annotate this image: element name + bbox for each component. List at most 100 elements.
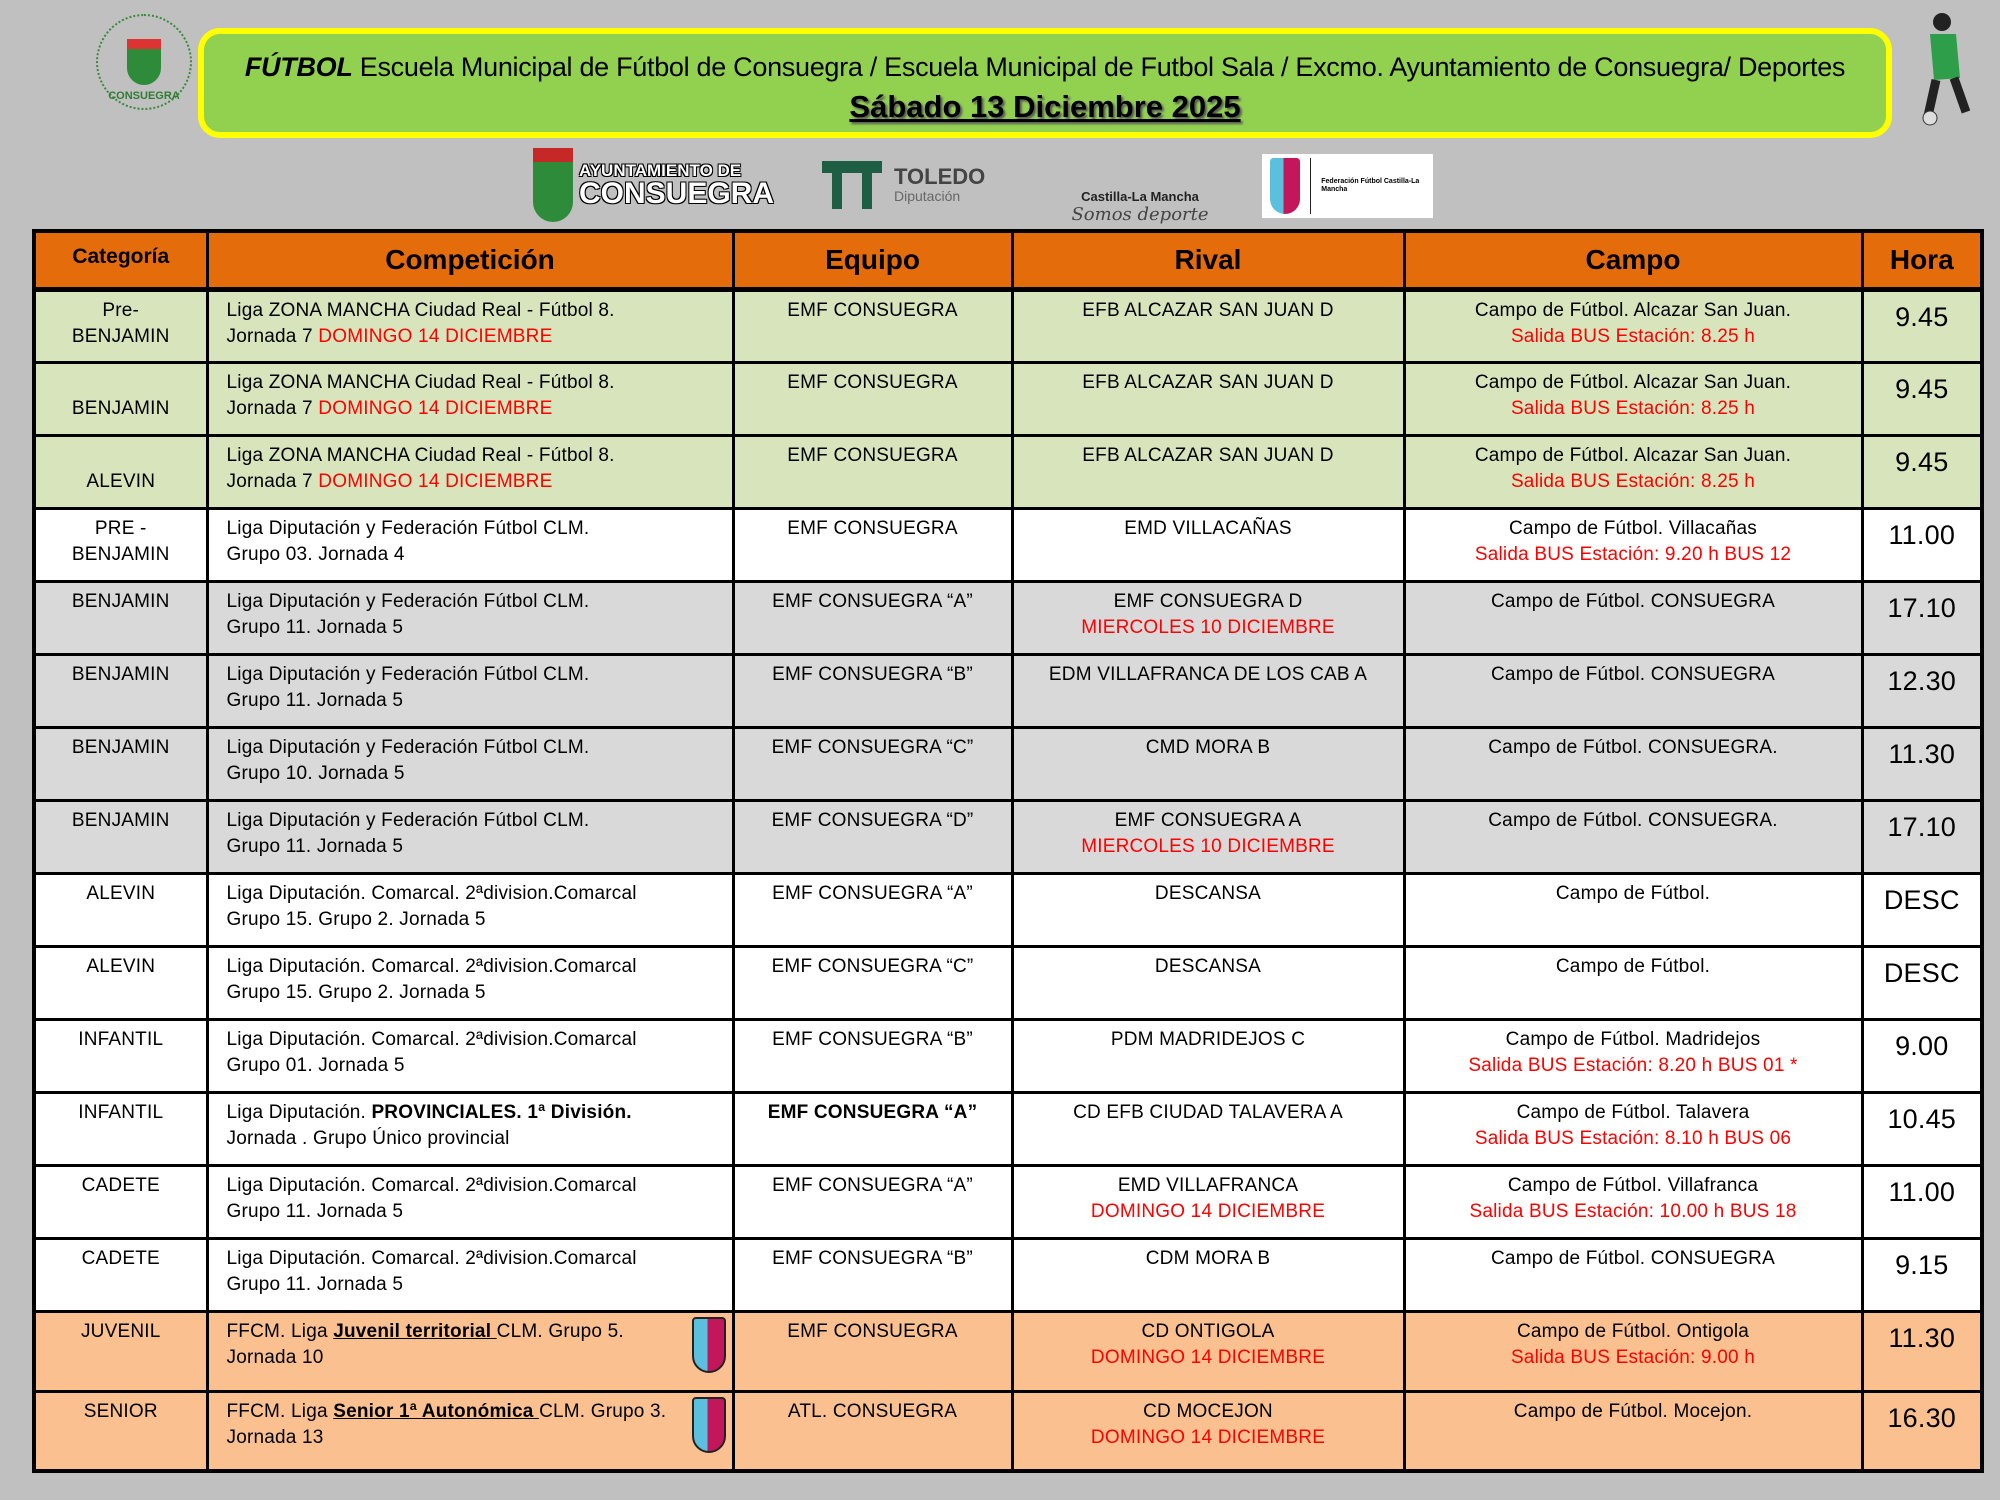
rival-line: CD MOCEJON bbox=[1014, 1399, 1403, 1425]
equipo-text: EMF CONSUEGRA bbox=[787, 517, 958, 539]
competicion-cell: Liga Diputación. PROVINCIALES. 1ª Divisi… bbox=[205, 1090, 735, 1167]
campo-line: Salida BUS Estación: 8.25 h bbox=[1406, 396, 1861, 422]
hora-cell: 11.30 bbox=[1860, 725, 1984, 802]
campo-line: Campo de Fútbol. Villacañas bbox=[1406, 516, 1861, 542]
campo-text: Campo de Fútbol. Talavera bbox=[1516, 1101, 1750, 1123]
competicion-line: Grupo 01. Jornada 5 bbox=[227, 1053, 732, 1079]
competicion-text: Liga Diputación y Federación Fútbol CLM. bbox=[226, 736, 590, 758]
equipo-cell: EMF CONSUEGRA “A” bbox=[731, 1163, 1014, 1240]
header-campo: Campo bbox=[1402, 229, 1864, 292]
campo-text: Campo de Fútbol. Alcazar San Juan. bbox=[1474, 299, 1792, 321]
competicion-line: Grupo 15. Grupo 2. Jornada 5 bbox=[227, 980, 732, 1006]
competicion-line: Jornada . Grupo Único provincial bbox=[227, 1126, 732, 1152]
competicion-text: FFCM. Liga bbox=[226, 1320, 334, 1342]
rival-cell: DESCANSA bbox=[1010, 871, 1406, 948]
competicion-text: CLM. Grupo 3. bbox=[539, 1400, 667, 1422]
competicion-text: DOMINGO 14 DICIEMBRE bbox=[318, 470, 553, 492]
equipo-text: EMF CONSUEGRA “A” bbox=[772, 882, 973, 904]
campo-text: Salida BUS Estación: 8.25 h bbox=[1510, 325, 1756, 347]
competicion-line: Liga Diputación y Federación Fútbol CLM. bbox=[227, 516, 732, 542]
categoria-cell: BENJAMIN bbox=[32, 652, 209, 729]
campo-text: Salida BUS Estación: 9.20 h BUS 12 bbox=[1474, 543, 1792, 565]
equipo-cell: EMF CONSUEGRA bbox=[731, 506, 1014, 583]
banner-title: FÚTBOL Escuela Municipal de Fútbol de Co… bbox=[204, 52, 1886, 83]
competicion-line: Jornada 7 DOMINGO 14 DICIEMBRE bbox=[227, 469, 732, 495]
categoria-line: BENJAMIN bbox=[71, 543, 170, 565]
clm-line1: Castilla-La Mancha bbox=[1081, 189, 1199, 204]
equipo-line: EMF CONSUEGRA bbox=[735, 370, 1011, 396]
competicion-text: Liga ZONA MANCHA Ciudad Real - Fútbol 8. bbox=[226, 371, 615, 393]
ayuntamiento-consuegra-logo: AYUNTAMIENTO DE CONSUEGRA bbox=[533, 145, 774, 225]
categoria-cell: ALEVIN bbox=[32, 433, 209, 510]
fed-text: Federación Fútbol Castilla-La Mancha bbox=[1321, 177, 1420, 193]
categoria-cell: Pre- BENJAMIN bbox=[32, 287, 209, 364]
rival-text: EFB ALCAZAR SAN JUAN D bbox=[1082, 371, 1334, 393]
rival-line: EMF CONSUEGRA D bbox=[1014, 589, 1403, 615]
rival-cell: CD MOCEJON DOMINGO 14 DICIEMBRE bbox=[1010, 1389, 1406, 1473]
rival-line: EFB ALCAZAR SAN JUAN D bbox=[1014, 298, 1403, 324]
title-rest: Escuela Municipal de Fútbol de Consuegra… bbox=[352, 52, 1846, 82]
title-banner: FÚTBOL Escuela Municipal de Fútbol de Co… bbox=[198, 28, 1892, 138]
rival-text: MIERCOLES 10 DICIEMBRE bbox=[1081, 616, 1335, 638]
competicion-cell: Liga Diputación. Comarcal. 2ªdivision.Co… bbox=[205, 1236, 735, 1313]
rival-cell: EMD VILLACAÑAS bbox=[1010, 506, 1406, 583]
campo-text: Campo de Fútbol. Villafranca bbox=[1507, 1174, 1759, 1196]
rival-line: DOMINGO 14 DICIEMBRE bbox=[1014, 1199, 1403, 1225]
equipo-text: EMF CONSUEGRA “A” bbox=[767, 1101, 978, 1123]
campo-line: Campo de Fútbol. Madridejos bbox=[1406, 1027, 1861, 1053]
competicion-line: Grupo 11. Jornada 5 bbox=[227, 1272, 732, 1298]
categoria-line: ALEVIN bbox=[86, 955, 156, 977]
rival-line: MIERCOLES 10 DICIEMBRE bbox=[1014, 615, 1403, 641]
banner-date: Sábado 13 Diciembre 2025 bbox=[849, 89, 1241, 124]
equipo-text: EMF CONSUEGRA bbox=[787, 1320, 958, 1342]
campo-line: Campo de Fútbol. Villafranca bbox=[1406, 1173, 1861, 1199]
categoria-line: ALEVIN bbox=[86, 882, 156, 904]
rival-line: MIERCOLES 10 DICIEMBRE bbox=[1014, 834, 1403, 860]
categoria-line: ALEVIN bbox=[86, 470, 156, 492]
competicion-cell: FFCM. Liga Juvenil territorial CLM. Grup… bbox=[205, 1309, 735, 1393]
campo-text: Campo de Fútbol. Alcazar San Juan. bbox=[1474, 444, 1792, 466]
escuela-municipal-crest-logo: CONSUEGRA bbox=[96, 14, 192, 110]
competicion-text: Grupo 11. Jornada 5 bbox=[226, 1273, 404, 1295]
competicion-text: Grupo 03. Jornada 4 bbox=[226, 543, 405, 565]
equipo-cell: EMF CONSUEGRA “A” bbox=[731, 579, 1014, 656]
campo-line: Campo de Fútbol. CONSUEGRA bbox=[1406, 662, 1861, 688]
rival-line: EMD VILLACAÑAS bbox=[1014, 516, 1403, 542]
campo-line: Campo de Fútbol. CONSUEGRA bbox=[1406, 1246, 1861, 1272]
competicion-text: Liga ZONA MANCHA Ciudad Real - Fútbol 8. bbox=[226, 299, 615, 321]
competicion-text: Grupo 11. Jornada 5 bbox=[226, 689, 404, 711]
competicion-text: Liga Diputación. Comarcal. 2ªdivision.Co… bbox=[226, 1174, 637, 1196]
header-equipo: Equipo bbox=[731, 229, 1014, 292]
campo-line: Salida BUS Estación: 9.00 h bbox=[1406, 1345, 1861, 1371]
categoria-cell: INFANTIL bbox=[32, 1090, 209, 1167]
campo-text: Campo de Fútbol. bbox=[1555, 955, 1711, 977]
competicion-text: Grupo 11. Jornada 5 bbox=[226, 1200, 404, 1222]
campo-line: Salida BUS Estación: 8.10 h BUS 06 bbox=[1406, 1126, 1861, 1152]
competicion-line: Liga Diputación y Federación Fútbol CLM. bbox=[227, 589, 732, 615]
competicion-line: Liga Diputación y Federación Fútbol CLM. bbox=[227, 662, 732, 688]
competicion-text: PROVINCIALES. 1ª División. bbox=[371, 1101, 632, 1123]
campo-line: Campo de Fútbol. CONSUEGRA bbox=[1406, 589, 1861, 615]
competicion-text: Liga Diputación. bbox=[226, 1101, 372, 1123]
table-row: BENJAMIN Liga ZONA MANCHA Ciudad Real - F… bbox=[32, 360, 1984, 437]
rival-text: MIERCOLES 10 DICIEMBRE bbox=[1081, 835, 1335, 857]
table-row: INFANTIL Liga Diputación. PROVINCIALES. 1… bbox=[32, 1090, 1984, 1167]
rival-cell: CD ONTIGOLA DOMINGO 14 DICIEMBRE bbox=[1010, 1309, 1406, 1393]
competicion-text: Jornada 7 bbox=[226, 470, 319, 492]
rival-line: CD ONTIGOLA bbox=[1014, 1319, 1403, 1345]
competicion-text: DOMINGO 14 DICIEMBRE bbox=[318, 325, 553, 347]
categoria-cell: BENJAMIN bbox=[32, 798, 209, 875]
competicion-text: Jornada 7 bbox=[226, 397, 319, 419]
campo-text: Campo de Fútbol. Villacañas bbox=[1509, 517, 1757, 539]
campo-text: Campo de Fútbol. Madridejos bbox=[1505, 1028, 1761, 1050]
campo-line: Campo de Fútbol. bbox=[1406, 881, 1861, 907]
competicion-text: Jornada 7 bbox=[226, 325, 319, 347]
competicion-line: Liga Diputación. Comarcal. 2ªdivision.Co… bbox=[227, 881, 732, 907]
soccer-player-icon bbox=[1922, 13, 1971, 126]
competicion-cell: Liga Diputación y Federación Fútbol CLM.… bbox=[205, 579, 735, 656]
competicion-text: Liga Diputación y Federación Fútbol CLM. bbox=[226, 590, 590, 612]
competicion-line: Liga ZONA MANCHA Ciudad Real - Fútbol 8. bbox=[227, 370, 732, 396]
campo-cell: Campo de Fútbol. Villacañas Salida BUS Es… bbox=[1402, 506, 1864, 583]
competicion-cell: Liga ZONA MANCHA Ciudad Real - Fútbol 8.… bbox=[205, 433, 735, 510]
hora-cell: 9.45 bbox=[1860, 360, 1984, 437]
